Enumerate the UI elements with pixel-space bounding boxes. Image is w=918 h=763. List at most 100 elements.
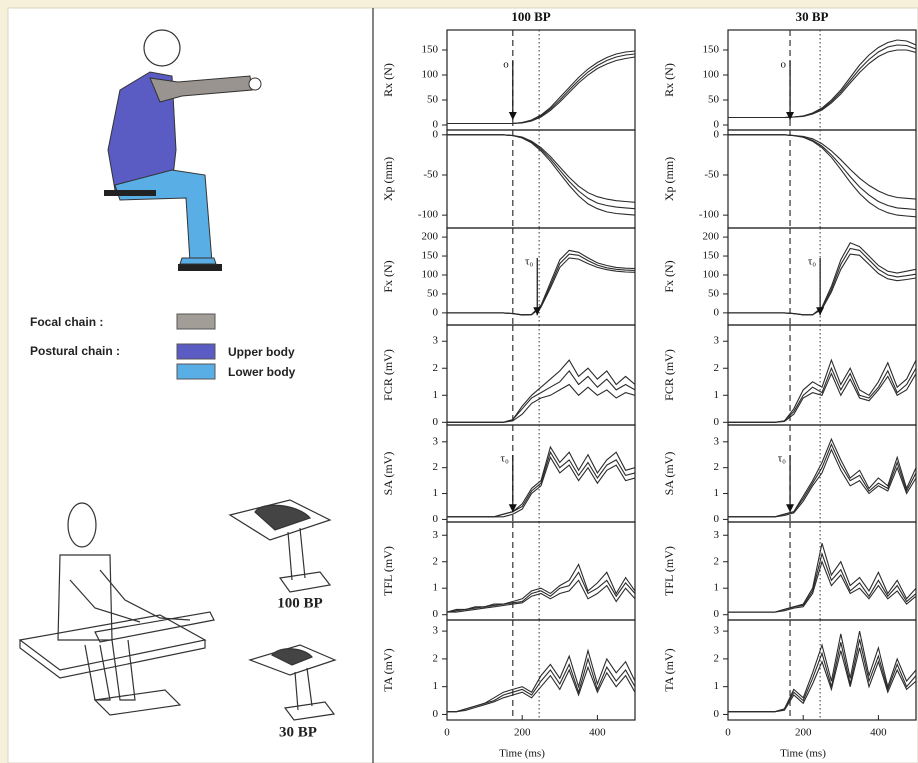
y-tick-label: 0 — [433, 128, 439, 140]
annotation-arrowhead — [508, 504, 517, 513]
annotation: τ₀ — [778, 452, 786, 464]
data-line — [447, 56, 635, 125]
data-line — [447, 257, 635, 316]
data-line — [447, 563, 635, 613]
y-tick-label: 0 — [433, 416, 439, 428]
plot-area — [728, 134, 916, 218]
y-axis-label: Xp (mm) — [662, 157, 676, 201]
y-tick-label: 3 — [433, 435, 439, 447]
legend-swatch — [176, 363, 216, 380]
legend-label: Postural chain : — [30, 344, 120, 358]
y-tick-label: 0 — [433, 608, 439, 620]
y-tick-label: 3 — [714, 625, 720, 637]
y-tick-label: 0 — [714, 416, 720, 428]
legend-label: Upper body — [228, 345, 295, 359]
annotation-arrowhead — [786, 112, 795, 120]
y-tick-label: 1 — [433, 389, 439, 401]
platform-label: 100 BP — [277, 595, 322, 611]
y-tick-label: 0 — [714, 128, 720, 140]
y-tick-label: 100 — [422, 69, 439, 81]
y-tick-label: 3 — [433, 625, 439, 637]
y-tick-label: 0 — [714, 608, 720, 620]
legend-swatch — [176, 313, 216, 330]
plot-area — [447, 249, 635, 316]
y-tick-label: 3 — [714, 529, 720, 541]
annotation: τ₀ — [501, 452, 509, 464]
y-tick-label: 2 — [433, 362, 439, 374]
y-tick-label: -100 — [699, 209, 720, 221]
x-axis-label: Time (ms) — [780, 748, 826, 760]
y-tick-label: 2 — [714, 555, 720, 567]
data-line — [447, 571, 635, 613]
y-tick-label: 0 — [714, 513, 720, 525]
annotation: τ₀ — [525, 255, 533, 267]
y-tick-label: 50 — [427, 94, 439, 106]
y-axis-label: FCR (mV) — [662, 349, 676, 401]
y-axis-label: Xp (mm) — [381, 157, 395, 201]
plot-area — [728, 543, 916, 613]
annotation-arrowhead — [508, 112, 517, 120]
y-tick-label: 1 — [714, 680, 720, 692]
y-tick-label: 50 — [708, 94, 720, 106]
y-axis-label: TA (mV) — [662, 648, 676, 691]
data-line — [447, 134, 635, 216]
y-tick-label: 1 — [433, 680, 439, 692]
y-tick-label: -100 — [418, 209, 439, 221]
y-tick-label: 1 — [714, 582, 720, 594]
y-tick-label: 1 — [714, 487, 720, 499]
y-tick-label: 0 — [433, 708, 439, 720]
y-axis-label: TA (mV) — [381, 648, 395, 691]
y-axis-label: Rx (N) — [662, 63, 676, 97]
plot-area — [447, 134, 635, 216]
y-tick-label: 2 — [433, 555, 439, 567]
y-tick-label: 0 — [433, 306, 439, 318]
y-tick-label: 3 — [433, 335, 439, 347]
panel-title: 100 BP — [511, 9, 550, 24]
data-line — [728, 372, 916, 423]
y-tick-label: 150 — [422, 250, 439, 262]
y-tick-label: 2 — [714, 461, 720, 473]
data-line — [447, 656, 635, 713]
y-tick-label: 150 — [703, 44, 720, 56]
y-tick-label: 2 — [433, 461, 439, 473]
y-tick-label: -50 — [423, 169, 438, 181]
data-line — [447, 579, 635, 613]
x-tick-label: 0 — [725, 727, 731, 739]
annotation: o — [781, 59, 787, 71]
plot-area — [447, 563, 635, 613]
data-line — [447, 383, 635, 423]
annotation-arrowhead — [786, 504, 795, 513]
y-tick-label: 1 — [714, 389, 720, 401]
line-subject — [18, 499, 337, 721]
plot-area — [728, 39, 916, 119]
x-axis-label: Time (ms) — [499, 748, 545, 760]
y-axis-label: SA (mV) — [662, 452, 676, 496]
y-axis-label: Fx (N) — [662, 260, 676, 292]
plot-area — [728, 630, 916, 713]
y-tick-label: 50 — [708, 287, 720, 299]
y-tick-label: 0 — [714, 306, 720, 318]
plot-area — [728, 437, 916, 518]
y-tick-label: 0 — [714, 119, 720, 131]
data-line — [728, 647, 916, 713]
data-line — [447, 665, 635, 713]
y-tick-label: 2 — [433, 652, 439, 664]
x-tick-label: 400 — [870, 727, 887, 739]
y-tick-label: 1 — [433, 487, 439, 499]
y-tick-label: 3 — [433, 529, 439, 541]
y-tick-label: 50 — [427, 287, 439, 299]
y-tick-label: 100 — [422, 269, 439, 281]
data-line — [728, 49, 916, 119]
y-tick-label: 100 — [703, 269, 720, 281]
y-tick-label: 150 — [703, 250, 720, 262]
panel-frame — [446, 619, 636, 721]
y-tick-label: 0 — [433, 119, 439, 131]
colored-subject — [104, 29, 262, 271]
y-axis-label: Fx (N) — [381, 260, 395, 292]
data-line — [728, 134, 916, 218]
x-tick-label: 200 — [795, 727, 812, 739]
annotation-arrowhead — [816, 307, 825, 316]
y-axis-label: Rx (N) — [381, 63, 395, 97]
y-tick-label: 200 — [703, 231, 720, 243]
data-line — [447, 455, 635, 518]
